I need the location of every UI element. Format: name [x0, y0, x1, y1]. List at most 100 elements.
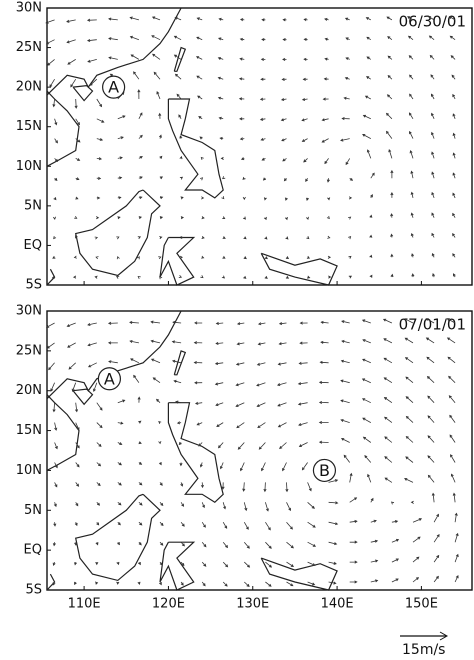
wind-vector: [194, 321, 203, 325]
wind-vector: [75, 422, 80, 431]
wind-vector: [369, 254, 373, 258]
wind-vector: [196, 36, 203, 41]
wind-vector: [280, 97, 287, 101]
wind-vector: [370, 194, 373, 199]
wind-vector: [75, 158, 81, 161]
wind-vector: [54, 442, 58, 450]
wind-vector: [388, 149, 393, 159]
wind-vector: [243, 275, 247, 279]
wind-vector: [446, 337, 456, 344]
wind-vector: [50, 382, 55, 392]
wind-vector: [427, 16, 435, 21]
coastline: [173, 46, 187, 72]
wind-vector: [285, 275, 290, 279]
wind-vector: [382, 318, 393, 324]
wind-vector: [262, 177, 267, 181]
wind-vector: [365, 76, 372, 80]
wind-vector: [196, 75, 203, 80]
wind-vector: [282, 462, 287, 472]
lat-label: 25N: [16, 40, 42, 55]
wind-vector: [129, 320, 139, 324]
wind-vector: [340, 138, 350, 142]
wind-vector: [199, 177, 204, 181]
wind-vector: [384, 416, 393, 423]
wind-vector: [324, 57, 329, 61]
wind-vector: [282, 18, 287, 22]
wind-vector: [448, 375, 456, 383]
wind-vector: [194, 401, 203, 405]
wind-vector: [328, 541, 338, 546]
wind-vector: [384, 456, 393, 463]
wind-vector: [390, 253, 394, 258]
wind-vector: [348, 235, 352, 240]
wind-vector: [349, 177, 354, 181]
wind-vector: [298, 422, 308, 426]
wind-vector: [75, 177, 80, 181]
wind-vector: [217, 76, 224, 80]
wind-vector: [74, 215, 78, 219]
wind-vector: [383, 338, 393, 344]
wind-vector: [137, 236, 142, 240]
wind-vector: [243, 522, 249, 530]
wind-vector: [94, 236, 99, 240]
wind-vector: [87, 59, 97, 63]
wind-vector: [432, 272, 436, 278]
wind-vector: [75, 442, 80, 449]
wind-vector: [366, 56, 372, 60]
wind-vector: [235, 382, 245, 387]
wind-vector: [180, 541, 185, 547]
wind-vector: [326, 178, 330, 183]
wind-vector: [341, 320, 350, 324]
wind-vector: [221, 482, 225, 490]
wind-vector: [433, 575, 439, 583]
lon-label: 150E: [405, 597, 438, 612]
wind-vector: [405, 376, 414, 384]
marker-ring: [312, 458, 337, 483]
wind-vector: [180, 216, 185, 220]
wind-vector: [345, 57, 350, 61]
panel-date: 07/01/01: [399, 316, 466, 334]
wind-vector: [324, 37, 329, 41]
wind-vector: [431, 151, 435, 159]
wind-vector: [301, 97, 308, 101]
wind-vector: [431, 171, 435, 179]
wind-vector: [54, 482, 58, 488]
wind-vector: [256, 402, 266, 407]
lat-label: 25N: [16, 343, 42, 358]
wind-vector: [328, 275, 332, 279]
wind-vector: [328, 581, 337, 585]
wind-vector: [340, 379, 350, 384]
wind-vector: [412, 577, 420, 583]
wind-vector: [307, 561, 316, 566]
wind-vector: [238, 77, 245, 81]
wind-vector: [361, 398, 371, 404]
wind-vector: [53, 502, 57, 508]
wind-vector: [391, 520, 399, 524]
wind-vector: [387, 36, 393, 41]
wind-vector: [95, 581, 99, 585]
wind-vector: [450, 55, 456, 60]
wind-vector: [150, 320, 161, 324]
wind-vector: [95, 542, 99, 546]
wind-vector: [454, 553, 459, 563]
panel-date: 06/30/01: [399, 13, 466, 31]
wind-vector: [369, 274, 373, 278]
wind-vector: [452, 253, 456, 258]
wind-vector: [238, 97, 245, 101]
wind-vector: [243, 236, 247, 240]
wind-vector: [201, 541, 207, 548]
wind-vector: [86, 38, 97, 42]
coastline: [46, 7, 182, 96]
wind-vector: [158, 112, 162, 119]
wind-vector: [452, 233, 456, 238]
wind-vector: [303, 57, 308, 61]
wind-vector: [283, 177, 287, 182]
wind-vector: [178, 275, 183, 278]
wind-vector: [452, 192, 456, 199]
wind-vector: [193, 341, 203, 345]
wind-vector: [257, 422, 266, 429]
wind-vector: [390, 273, 394, 278]
wind-vector: [451, 74, 456, 80]
wind-vector: [327, 255, 332, 259]
wind-vector: [307, 482, 312, 492]
